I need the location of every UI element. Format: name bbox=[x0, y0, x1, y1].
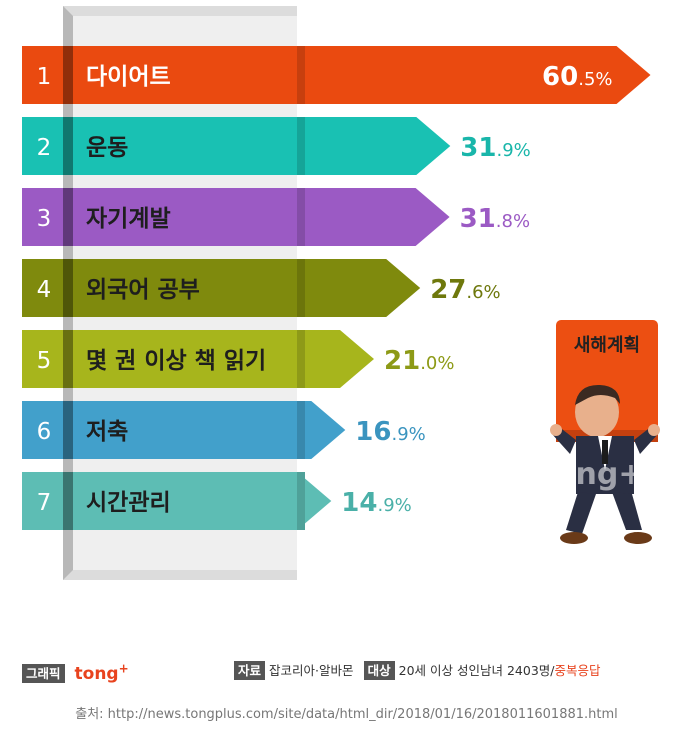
bar-edge-5 bbox=[297, 330, 305, 388]
person-leg-left bbox=[566, 492, 596, 534]
value-label-7: 14.9% bbox=[341, 488, 411, 518]
graphic-chip: 그래픽 bbox=[22, 663, 65, 683]
footer: 그래픽 tong+ 자료 잡코리아·알바몬 대상 20세 이상 성인남녀 2403명/… bbox=[22, 660, 672, 684]
bar-fold-7 bbox=[63, 472, 73, 530]
bar-edge-3 bbox=[297, 188, 305, 246]
category-label-4: 외국어 공부 bbox=[86, 277, 200, 303]
illustration: 새해계획 tong+ bbox=[541, 320, 660, 544]
person-hair bbox=[575, 384, 620, 405]
target-text: 20세 이상 성인남녀 2403명/ bbox=[398, 663, 555, 678]
bar-3 bbox=[22, 188, 450, 246]
value-label-5: 21.0% bbox=[384, 346, 454, 376]
brand-sup: + bbox=[118, 661, 129, 675]
bar-1 bbox=[22, 46, 651, 104]
rank-7: 7 bbox=[37, 490, 52, 516]
source-text: 잡코리아·알바몬 bbox=[269, 663, 354, 678]
target-note: 중복응답 bbox=[554, 663, 601, 678]
bar-fold-6 bbox=[63, 401, 73, 459]
bar-edge-2 bbox=[297, 117, 305, 175]
person-hand-left bbox=[550, 424, 562, 436]
chart-svg: 1 다이어트 60.5% 2 운동 31.9% 3 자기계발 31.8% 4 외국어 공부 27.6%… bbox=[22, 6, 660, 580]
source-group: 자료 잡코리아·알바몬 대상 20세 이상 성인남녀 2403명/중복응답 bbox=[234, 660, 601, 680]
bar-fold-3 bbox=[63, 188, 73, 246]
rank-6: 6 bbox=[37, 419, 52, 445]
category-label-1: 다이어트 bbox=[86, 64, 171, 90]
person-tie bbox=[602, 440, 608, 464]
bar-fold-5 bbox=[63, 330, 73, 388]
rank-3: 3 bbox=[37, 206, 52, 232]
value-label-2: 31.9% bbox=[460, 133, 530, 163]
bar-2 bbox=[22, 117, 451, 175]
bar-edge-1 bbox=[297, 46, 305, 104]
bar-fold-1 bbox=[63, 46, 73, 104]
brand-text: tong bbox=[74, 663, 119, 684]
person-shoe-left bbox=[560, 532, 588, 544]
category-label-7: 시간관리 bbox=[86, 490, 171, 516]
bar-6 bbox=[22, 401, 346, 459]
source-chip: 자료 bbox=[234, 661, 266, 680]
bar-edge-7 bbox=[297, 472, 305, 530]
watermark: tong+ bbox=[541, 457, 644, 492]
value-label-6: 16.9% bbox=[355, 417, 425, 447]
bar-edge-4 bbox=[297, 259, 305, 317]
rank-1: 1 bbox=[37, 64, 52, 90]
value-label-1: 60.5% bbox=[542, 62, 612, 92]
bar-fold-4 bbox=[63, 259, 73, 317]
sign-text: 새해계획 bbox=[574, 335, 640, 356]
category-label-5: 몇 권 이상 책 읽기 bbox=[86, 348, 266, 374]
brand-logo: tong+ bbox=[74, 661, 129, 684]
bar-5 bbox=[22, 330, 374, 388]
person-leg-right bbox=[612, 492, 642, 530]
bar-edge-6 bbox=[297, 401, 305, 459]
value-label-4: 27.6% bbox=[430, 275, 500, 305]
bar-7 bbox=[22, 472, 332, 530]
rank-4: 4 bbox=[37, 277, 52, 303]
category-label-6: 저축 bbox=[86, 419, 128, 445]
target-chip: 대상 bbox=[363, 661, 395, 680]
source-url: 출처: http://news.tongplus.com/site/data/h… bbox=[75, 707, 618, 722]
rank-5: 5 bbox=[37, 348, 52, 374]
rank-2: 2 bbox=[37, 135, 52, 161]
person-head bbox=[575, 387, 619, 437]
person-shoe-right bbox=[624, 532, 652, 544]
person-hand-right bbox=[648, 424, 660, 436]
value-label-3: 31.8% bbox=[460, 204, 530, 234]
category-label-3: 자기계발 bbox=[86, 206, 171, 232]
bar-4 bbox=[22, 259, 421, 317]
category-label-2: 운동 bbox=[86, 135, 128, 161]
bar-fold-2 bbox=[63, 117, 73, 175]
